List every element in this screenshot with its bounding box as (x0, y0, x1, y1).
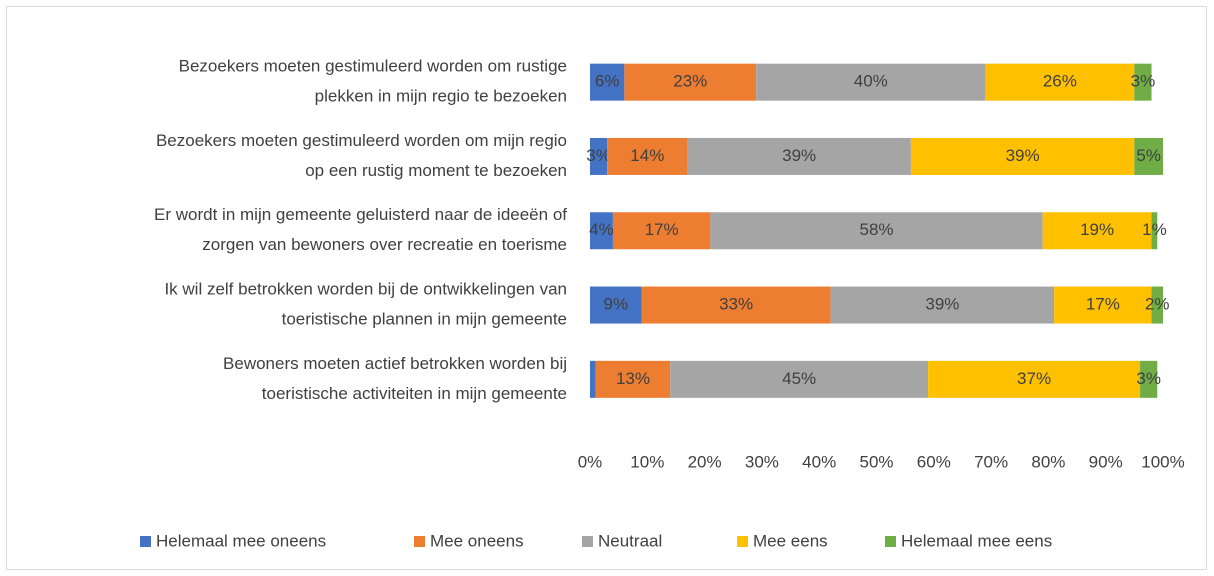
bar-segment (1140, 360, 1158, 398)
category-label: Bezoekers moeten gestimuleerd worden om … (156, 131, 567, 150)
data-label: 39% (1006, 146, 1040, 165)
bar-segment (595, 360, 671, 398)
bar-segment (687, 137, 911, 175)
legend-swatch (737, 536, 748, 547)
data-label: 45% (782, 369, 816, 388)
bar-segment (590, 286, 642, 324)
data-label: 26% (1043, 72, 1077, 91)
category-label: Er wordt in mijn gemeente geluisterd naa… (154, 205, 567, 224)
category-label: plekken in mijn regio te bezoeken (315, 87, 567, 106)
bar-segment (607, 137, 688, 175)
data-label: 17% (645, 220, 679, 239)
data-label: 39% (782, 146, 816, 165)
bar-segment (985, 63, 1135, 101)
legend-label: Neutraal (598, 531, 662, 550)
category-label: op een rustig moment te bezoeken (305, 161, 567, 180)
x-tick-label: 70% (974, 452, 1008, 471)
category-label: Ik wil zelf betrokken worden bij de ontw… (164, 280, 567, 299)
data-label: 3% (1136, 369, 1161, 388)
bar-segment (1134, 137, 1163, 175)
x-tick-label: 20% (688, 452, 722, 471)
bar-segment (670, 360, 929, 398)
bar-segment (1151, 286, 1163, 324)
data-label: 1% (1142, 220, 1167, 239)
data-label: 58% (859, 220, 893, 239)
data-label: 19% (1080, 220, 1114, 239)
data-label: 14% (630, 146, 664, 165)
category-label: toeristische plannen in mijn gemeente (282, 310, 567, 329)
x-tick-label: 40% (802, 452, 836, 471)
bar-segment (590, 63, 625, 101)
bar-segment (1042, 212, 1152, 250)
legend-label: Helemaal mee oneens (156, 531, 326, 550)
x-tick-label: 60% (917, 452, 951, 471)
category-label: Bezoekers moeten gestimuleerd worden om … (179, 57, 567, 76)
data-label: 13% (616, 369, 650, 388)
legend-label: Mee oneens (430, 531, 524, 550)
data-label: 6% (595, 72, 620, 91)
legend-swatch (885, 536, 896, 547)
bar-segment (1134, 63, 1152, 101)
bar-segment (756, 63, 986, 101)
bar-segment (1054, 286, 1152, 324)
data-label: 4% (589, 220, 614, 239)
bar-segment (928, 360, 1141, 398)
x-tick-label: 90% (1089, 452, 1123, 471)
bar-segment (624, 63, 757, 101)
bar-segment (590, 212, 613, 250)
bar-segment (830, 286, 1055, 324)
data-label: 2% (1145, 295, 1170, 314)
category-label: zorgen van bewoners over recreatie en to… (202, 235, 567, 254)
bar-segment (710, 212, 1043, 250)
x-tick-label: 0% (578, 452, 603, 471)
data-label: 39% (925, 295, 959, 314)
bar-segment (641, 286, 831, 324)
legend-swatch (140, 536, 151, 547)
bar-segment (590, 360, 596, 398)
legend-swatch (582, 536, 593, 547)
legend-swatch (414, 536, 425, 547)
x-tick-label: 100% (1141, 452, 1184, 471)
bar-segment (590, 137, 608, 175)
data-label: 23% (673, 72, 707, 91)
bar-segment (612, 212, 711, 250)
category-label: Bewoners moeten actief betrokken worden … (223, 354, 567, 373)
x-tick-label: 10% (630, 452, 664, 471)
legend-label: Mee eens (753, 531, 828, 550)
x-tick-label: 30% (745, 452, 779, 471)
bar-segment (910, 137, 1135, 175)
category-label: toeristische activiteiten in mijn gemeen… (262, 384, 567, 403)
x-tick-label: 80% (1031, 452, 1065, 471)
data-label: 40% (854, 72, 888, 91)
legend-label: Helemaal mee eens (901, 531, 1052, 550)
data-label: 9% (603, 295, 628, 314)
bar-segment (1151, 212, 1158, 250)
data-label: 33% (719, 295, 753, 314)
x-tick-label: 50% (859, 452, 893, 471)
data-label: 3% (1131, 72, 1156, 91)
data-label: 17% (1086, 295, 1120, 314)
data-label: 3% (586, 146, 611, 165)
data-label: 37% (1017, 369, 1051, 388)
data-label: 5% (1136, 146, 1161, 165)
